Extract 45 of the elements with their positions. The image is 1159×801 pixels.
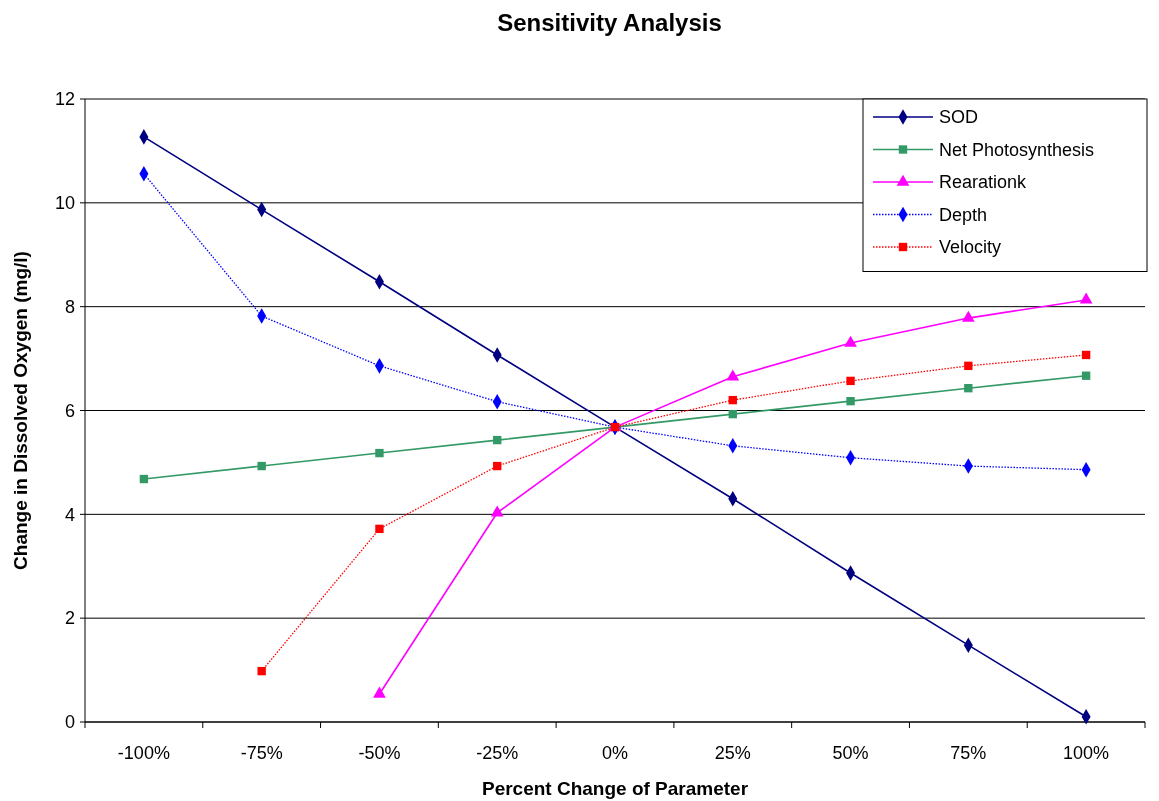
point: [728, 395, 737, 405]
y-tick-label: 0: [64, 712, 75, 733]
point: [964, 361, 973, 371]
x-tick-label: -75%: [240, 743, 283, 763]
point: [728, 409, 737, 419]
x-tick-label: 50%: [832, 743, 869, 763]
point: [964, 383, 973, 393]
point: [493, 461, 502, 471]
legend-label: Rearationk: [939, 172, 1028, 193]
point: [1081, 371, 1091, 380]
point: [846, 376, 855, 386]
point: [844, 335, 857, 347]
point: [257, 461, 266, 471]
y-tick-label: 6: [64, 400, 75, 421]
y-tick-label: 12: [54, 89, 75, 110]
point: [375, 448, 384, 458]
x-tick-label: -100%: [117, 743, 170, 763]
y-tick-label: 10: [54, 193, 75, 214]
x-tick-label: -25%: [476, 743, 519, 763]
x-tick-label: -50%: [358, 743, 401, 763]
point: [726, 369, 740, 381]
legend-label: Depth: [939, 204, 988, 225]
y-tick-label: 8: [64, 296, 75, 317]
legend-label: Net Photosynthesis: [939, 139, 1095, 160]
point: [490, 505, 504, 517]
point: [961, 310, 975, 322]
x-tick-label: 100%: [1063, 743, 1110, 763]
point: [257, 666, 266, 676]
y-tick-label: 2: [64, 608, 75, 629]
y-axis-title: Change in Dissolved Oxygen (mg/l): [10, 251, 31, 570]
x-tick-label: 0%: [601, 743, 629, 763]
x-tick-label: 25%: [714, 743, 751, 763]
point: [373, 686, 386, 698]
point: [375, 524, 384, 534]
point: [1081, 350, 1091, 360]
x-tick-label: 75%: [950, 743, 987, 763]
chart-title: Sensitivity Analysis: [497, 9, 722, 36]
legend-label: Velocity: [939, 237, 1002, 258]
point: [846, 396, 855, 406]
y-tick-label: 4: [64, 504, 75, 525]
point: [139, 474, 149, 484]
point: [493, 435, 502, 445]
legend-label: SOD: [939, 107, 979, 128]
x-axis-title: Percent Change of Parameter: [481, 778, 749, 799]
point: [1079, 292, 1093, 304]
